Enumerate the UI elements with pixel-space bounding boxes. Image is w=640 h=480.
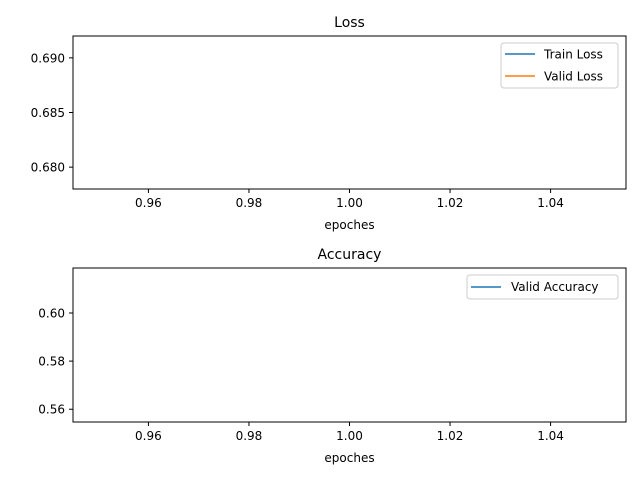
accuracy-y-tick-label: 0.58 [38, 355, 65, 369]
accuracy-chart-title: Accuracy [318, 247, 382, 263]
accuracy-y-tick-label: 0.56 [38, 403, 65, 417]
accuracy-x-tick-label: 0.96 [135, 429, 162, 443]
loss-y-tick-label: 0.685 [31, 106, 65, 120]
accuracy-legend: Valid Accuracy [466, 274, 619, 300]
loss-x-tick-label: 1.00 [336, 196, 363, 210]
loss-y-tick-label: 0.680 [31, 161, 65, 175]
loss-legend-label-valid: Valid Loss [544, 70, 603, 84]
loss-x-axis-label: epoches [324, 218, 374, 232]
accuracy-x-tick-label: 1.00 [336, 429, 363, 443]
loss-x-tick-label: 1.02 [437, 196, 464, 210]
loss-y-tick-label: 0.690 [31, 51, 65, 65]
accuracy-x-tick-label: 1.04 [537, 429, 564, 443]
accuracy-x-tick-label: 1.02 [437, 429, 464, 443]
loss-x-tick-label: 0.98 [236, 196, 263, 210]
loss-x-tick-label: 0.96 [135, 196, 162, 210]
accuracy-x-axis-label: epoches [324, 451, 374, 465]
loss-y-ticks: 0.680 0.685 0.690 [31, 51, 73, 175]
accuracy-legend-box [466, 274, 619, 300]
accuracy-x-tick-label: 0.98 [236, 429, 263, 443]
loss-x-ticks: 0.96 0.98 1.00 1.02 1.04 [135, 189, 564, 210]
accuracy-x-ticks: 0.96 0.98 1.00 1.02 1.04 [135, 422, 564, 443]
accuracy-y-tick-label: 0.60 [38, 306, 65, 320]
accuracy-legend-label-valid: Valid Accuracy [511, 280, 599, 294]
loss-legend-label-train: Train Loss [543, 48, 603, 62]
accuracy-y-ticks: 0.56 0.58 0.60 [38, 306, 73, 417]
loss-legend: Train Loss Valid Loss [500, 42, 619, 89]
loss-x-tick-label: 1.04 [537, 196, 564, 210]
accuracy-subplot: Accuracy 0.96 0.98 1.00 1.02 1.04 0.560.580.… [38, 247, 627, 465]
loss-chart-title: Loss [334, 15, 365, 31]
loss-subplot: Loss 0.96 0.98 1.00 1.02 1.04 0.680 0.685 0.69… [31, 15, 627, 232]
